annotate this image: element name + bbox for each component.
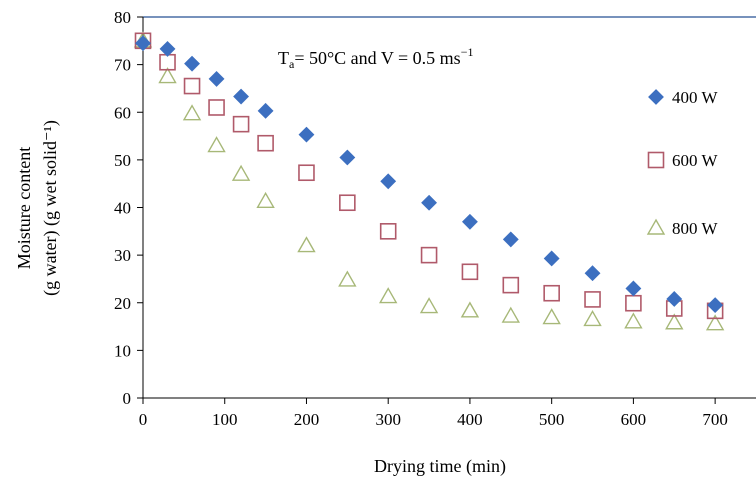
x-tick-label: 100 [212, 410, 238, 429]
y-tick-label: 50 [114, 151, 131, 170]
data-point-square [183, 77, 201, 95]
x-tick-label: 600 [621, 410, 647, 429]
data-point-diamond [584, 265, 601, 282]
data-point-square [257, 134, 274, 152]
data-point-square [208, 99, 225, 116]
y-tick-label: 0 [123, 389, 132, 408]
y-axis: 0 10 20 30 40 50 60 70 80 [114, 8, 144, 408]
data-point-triangle [207, 136, 226, 153]
x-tick-label: 200 [294, 410, 320, 429]
data-point-diamond [380, 173, 397, 190]
data-point-square [339, 194, 356, 212]
y-axis-title: Moisture content (g water) (g wet solid⁻… [14, 120, 61, 296]
data-point-diamond [543, 250, 560, 267]
data-point-diamond [707, 297, 724, 314]
data-series [133, 31, 725, 331]
x-tick-label: 400 [457, 410, 483, 429]
data-point-diamond [208, 70, 225, 87]
data-point-square [232, 115, 250, 133]
data-point-diamond [159, 40, 176, 57]
y-axis-title-line2: (g water) (g wet solid⁻¹) [40, 120, 61, 296]
data-point-triangle [256, 191, 275, 209]
data-point-triangle [460, 301, 480, 318]
data-point-square [461, 263, 479, 281]
data-point-triangle [419, 297, 439, 314]
data-point-triangle [231, 164, 251, 181]
data-point-diamond [421, 194, 437, 211]
annotation: Ta= 50°C and V = 0.5 ms−1 [278, 45, 473, 71]
data-point-diamond [135, 35, 151, 52]
data-point-diamond [339, 149, 356, 166]
data-point-square [379, 223, 397, 240]
data-point-triangle [338, 270, 357, 287]
y-tick-label: 60 [114, 103, 131, 122]
data-point-triangle [624, 312, 643, 329]
y-tick-label: 80 [114, 8, 131, 27]
x-axis: 0 100 200 300 400 500 600 700 [139, 16, 756, 429]
data-point-triangle [182, 104, 202, 121]
x-axis-title: Drying time (min) [374, 456, 506, 477]
data-point-diamond [625, 280, 642, 297]
data-point-triangle [705, 314, 725, 331]
data-point-diamond [233, 88, 250, 105]
data-point-diamond [257, 102, 274, 119]
data-point-square [584, 291, 601, 308]
data-point-diamond [184, 55, 200, 72]
legend-marker-square [647, 151, 665, 169]
x-tick-label: 500 [539, 410, 565, 429]
y-axis-title-line1: Moisture content [14, 147, 34, 269]
legend-marker-triangle [646, 218, 666, 235]
data-point-square [298, 164, 315, 182]
data-point-triangle [297, 236, 316, 253]
data-point-triangle [501, 306, 521, 323]
y-tick-label: 70 [114, 56, 131, 75]
data-point-triangle [542, 308, 561, 325]
data-point-triangle [378, 287, 398, 304]
x-tick-label: 700 [702, 410, 728, 429]
legend-label: 400 W [672, 88, 718, 107]
data-point-triangle [158, 67, 177, 84]
data-point-square [420, 246, 438, 264]
y-tick-label: 30 [114, 246, 131, 265]
legend-label: 800 W [672, 219, 718, 238]
y-tick-label: 10 [114, 341, 131, 360]
data-point-triangle [583, 310, 602, 327]
y-tick-label: 40 [114, 199, 131, 218]
data-point-triangle [665, 313, 684, 330]
data-point-square [625, 294, 642, 312]
data-point-diamond [462, 213, 478, 230]
legend-marker-diamond [648, 89, 664, 105]
data-point-diamond [298, 126, 315, 143]
legend-label: 600 W [672, 151, 718, 170]
data-point-diamond [502, 231, 519, 248]
data-point-square [543, 284, 560, 302]
legend: 400 W 600 W 800 W [646, 88, 718, 238]
x-tick-label: 0 [139, 410, 148, 429]
data-point-diamond [666, 291, 683, 307]
series-diamond [135, 35, 724, 314]
data-point-square [502, 276, 520, 294]
y-tick-label: 20 [114, 294, 131, 313]
series-square [134, 32, 724, 320]
x-tick-label: 300 [375, 410, 401, 429]
